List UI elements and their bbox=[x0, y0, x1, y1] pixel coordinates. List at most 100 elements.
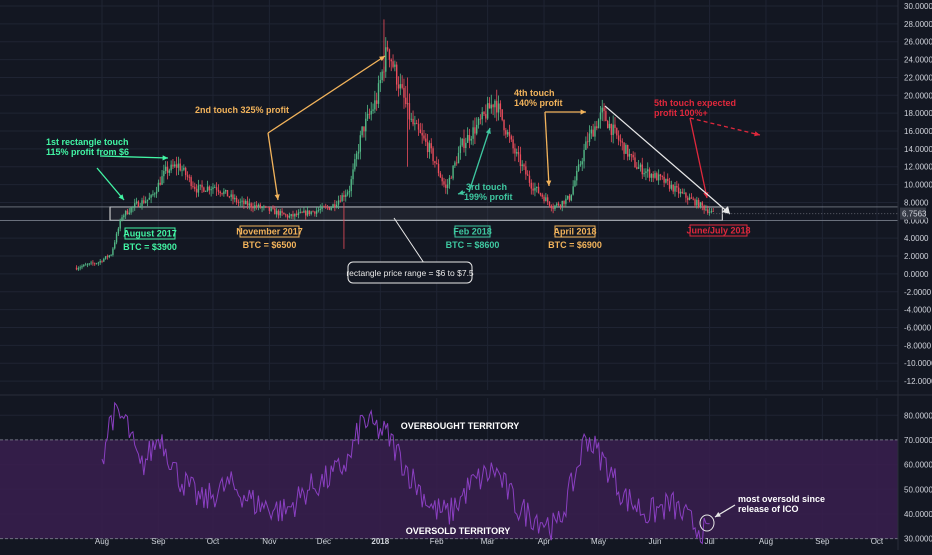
candle-body[interactable] bbox=[230, 194, 232, 197]
candle-body[interactable] bbox=[630, 154, 633, 155]
candle-body[interactable] bbox=[526, 174, 529, 176]
candle-body[interactable] bbox=[465, 142, 467, 149]
candle-body[interactable] bbox=[379, 80, 382, 84]
candle-body[interactable] bbox=[312, 211, 314, 213]
candle-body[interactable] bbox=[572, 186, 574, 195]
candle-body[interactable] bbox=[317, 209, 320, 211]
candle-body[interactable] bbox=[565, 198, 567, 204]
candle-body[interactable] bbox=[570, 194, 573, 201]
candle-body[interactable] bbox=[585, 141, 587, 150]
candle-body[interactable] bbox=[297, 212, 300, 216]
candle-body[interactable] bbox=[286, 214, 289, 218]
candle-body[interactable] bbox=[505, 130, 507, 135]
candle-body[interactable] bbox=[308, 210, 311, 215]
candle-body[interactable] bbox=[443, 181, 445, 185]
candle-body[interactable] bbox=[530, 182, 533, 189]
candle-body[interactable] bbox=[290, 214, 292, 217]
candle-body[interactable] bbox=[681, 191, 683, 194]
candle-body[interactable] bbox=[188, 176, 191, 178]
candle-body[interactable] bbox=[710, 211, 713, 212]
candles[interactable] bbox=[75, 19, 714, 271]
candle-body[interactable] bbox=[252, 207, 254, 209]
candle-body[interactable] bbox=[448, 177, 451, 185]
candle-body[interactable] bbox=[712, 211, 714, 212]
candle-body[interactable] bbox=[325, 206, 327, 208]
candle-body[interactable] bbox=[601, 107, 603, 113]
candle-body[interactable] bbox=[434, 161, 436, 164]
candle-body[interactable] bbox=[103, 258, 105, 262]
candle-body[interactable] bbox=[408, 103, 411, 120]
candle-body[interactable] bbox=[232, 194, 234, 200]
candle-body[interactable] bbox=[343, 195, 345, 197]
candle-body[interactable] bbox=[119, 220, 121, 229]
candle-body[interactable] bbox=[168, 170, 171, 173]
candle-body[interactable] bbox=[339, 200, 341, 202]
candle-body[interactable] bbox=[83, 264, 85, 267]
candle-body[interactable] bbox=[499, 103, 502, 110]
candle-body[interactable] bbox=[568, 195, 571, 201]
candle-body[interactable] bbox=[574, 180, 576, 187]
candle-body[interactable] bbox=[594, 126, 596, 137]
candle-body[interactable] bbox=[619, 140, 622, 142]
candle-body[interactable] bbox=[552, 208, 554, 209]
candle-body[interactable] bbox=[707, 209, 709, 213]
candle-body[interactable] bbox=[697, 199, 700, 208]
candle-body[interactable] bbox=[237, 202, 240, 204]
candle-body[interactable] bbox=[452, 165, 454, 179]
candle-body[interactable] bbox=[656, 173, 658, 181]
candle-body[interactable] bbox=[470, 138, 472, 141]
candle-body[interactable] bbox=[599, 112, 602, 120]
candle-body[interactable] bbox=[250, 203, 252, 208]
candle-body[interactable] bbox=[144, 201, 147, 203]
candle-body[interactable] bbox=[92, 262, 94, 264]
candle-body[interactable] bbox=[221, 193, 223, 194]
candle-body[interactable] bbox=[410, 118, 412, 120]
candle-body[interactable] bbox=[416, 123, 418, 124]
candle-body[interactable] bbox=[148, 197, 150, 200]
candle-body[interactable] bbox=[395, 64, 398, 85]
candle-body[interactable] bbox=[412, 118, 414, 125]
candle-body[interactable] bbox=[561, 200, 563, 207]
candle-body[interactable] bbox=[497, 103, 500, 113]
candle-body[interactable] bbox=[259, 204, 261, 208]
candle-body[interactable] bbox=[152, 194, 154, 196]
candle-body[interactable] bbox=[283, 212, 285, 215]
candle-body[interactable] bbox=[354, 159, 356, 170]
candle-body[interactable] bbox=[405, 97, 407, 105]
candle-body[interactable] bbox=[97, 262, 100, 264]
candle-body[interactable] bbox=[647, 169, 649, 172]
candle-body[interactable] bbox=[184, 167, 187, 176]
candle-body[interactable] bbox=[386, 47, 389, 50]
candle-body[interactable] bbox=[254, 205, 256, 209]
candle-body[interactable] bbox=[705, 209, 707, 211]
candle-body[interactable] bbox=[374, 100, 376, 110]
candle-body[interactable] bbox=[288, 216, 291, 218]
candle-body[interactable] bbox=[352, 169, 354, 180]
candle-body[interactable] bbox=[607, 120, 609, 129]
candle-body[interactable] bbox=[172, 164, 174, 167]
candle-body[interactable] bbox=[537, 186, 540, 194]
candle-body[interactable] bbox=[212, 187, 214, 190]
candle-body[interactable] bbox=[463, 138, 465, 149]
candle-body[interactable] bbox=[426, 141, 429, 153]
candle-body[interactable] bbox=[101, 260, 103, 262]
candle-body[interactable] bbox=[437, 163, 440, 174]
candle-body[interactable] bbox=[315, 210, 318, 214]
candle-body[interactable] bbox=[510, 136, 512, 140]
candle-body[interactable] bbox=[190, 177, 192, 187]
candle-body[interactable] bbox=[346, 192, 349, 195]
candle-body[interactable] bbox=[634, 157, 636, 168]
candle-body[interactable] bbox=[268, 207, 271, 211]
candle-body[interactable] bbox=[305, 210, 307, 216]
candle-body[interactable] bbox=[632, 154, 634, 158]
candle-body[interactable] bbox=[588, 133, 591, 142]
candle-body[interactable] bbox=[332, 204, 334, 208]
candle-body[interactable] bbox=[366, 113, 369, 119]
candle-body[interactable] bbox=[139, 206, 141, 207]
candle-body[interactable] bbox=[696, 199, 698, 206]
candle-body[interactable] bbox=[272, 208, 274, 210]
candle-body[interactable] bbox=[557, 203, 560, 206]
candle-body[interactable] bbox=[104, 256, 107, 259]
candle-body[interactable] bbox=[257, 204, 260, 207]
candle-body[interactable] bbox=[392, 61, 394, 67]
